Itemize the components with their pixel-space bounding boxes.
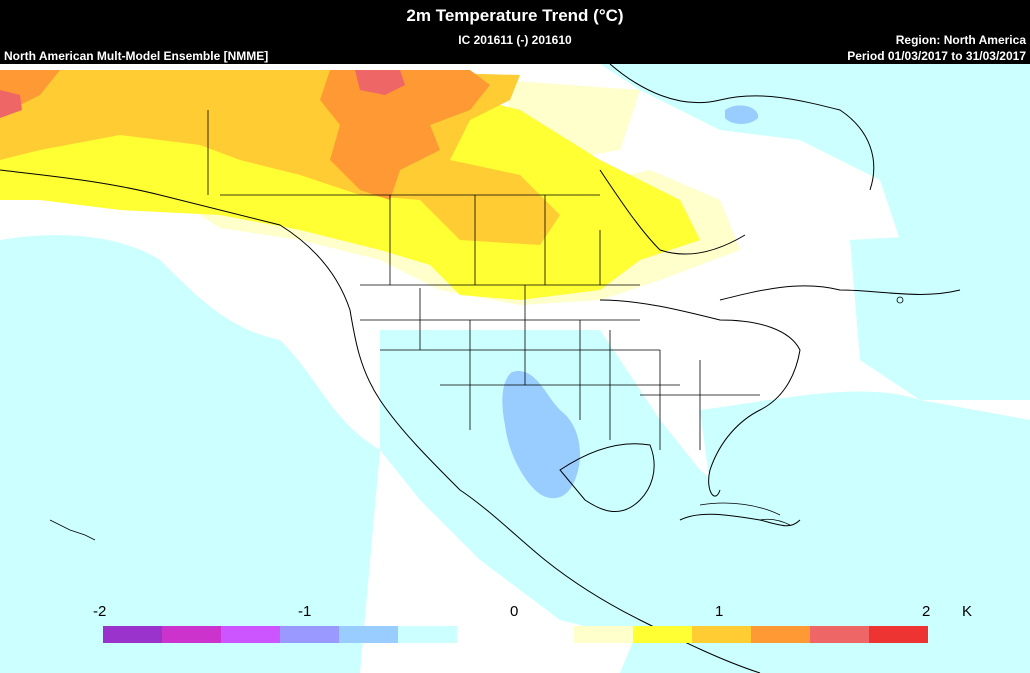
legend-tick-1: 1 [715, 603, 724, 620]
initial-condition-label: IC 201611 (-) 201610 [458, 33, 572, 47]
legend-tick-neg1: -1 [298, 603, 312, 620]
islands [49, 296, 904, 541]
legend-unit: K [962, 603, 973, 620]
colorbar-swatch-neg-2 [221, 626, 280, 643]
colorbar-swatch-neg-1 [162, 626, 221, 643]
region-label: Region: North America [895, 33, 1026, 47]
anomaly-red [0, 70, 405, 118]
colorbar-swatch-pos-1 [633, 626, 692, 643]
legend-tick-zero: 0 [510, 603, 519, 620]
colorbar-swatch-pos-0 [574, 626, 633, 643]
colorbar-swatch-pos-4 [810, 626, 869, 643]
anomaly-light-cyan [0, 64, 1030, 673]
colorbar-swatch-neg-4 [339, 626, 398, 643]
legend-tick-neg2: -2 [93, 603, 107, 620]
colorbar-swatch-pos-3 [751, 626, 810, 643]
map-title: 2m Temperature Trend (°C) [406, 6, 624, 25]
model-label: North American Mult-Model Ensemble [NMME… [4, 49, 269, 63]
colorbar-swatch-neg-0 [103, 626, 162, 643]
temperature-map [0, 64, 1030, 673]
anomaly-blue [502, 105, 759, 499]
period-label: Period 01/03/2017 to 31/03/2017 [847, 49, 1026, 63]
map-header: 2m Temperature Trend (°C) IC 201611 (-) … [0, 0, 1030, 64]
colorbar-swatch-neg-3 [280, 626, 339, 643]
coastlines [0, 64, 961, 673]
colorbar-swatch-pos-2 [692, 626, 751, 643]
colorbar-swatch-neg-5 [398, 626, 457, 643]
colorbar-swatch-pos-5 [869, 626, 928, 643]
state-borders [207, 110, 760, 450]
legend-tick-2: 2 [922, 603, 931, 620]
colorbar-zero-gap [456, 626, 574, 643]
